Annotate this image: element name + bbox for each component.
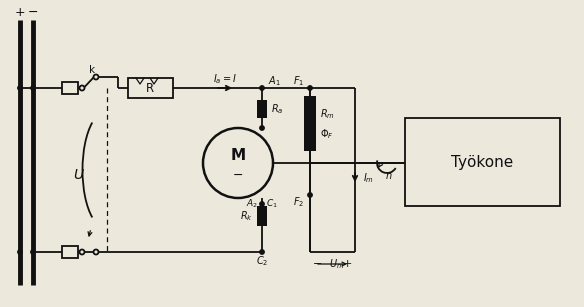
Bar <box>62 246 78 258</box>
Circle shape <box>260 86 264 90</box>
Text: Työkone: Työkone <box>451 154 513 169</box>
Circle shape <box>31 86 35 90</box>
Text: $R_k$: $R_k$ <box>240 209 253 223</box>
Bar <box>405 118 560 206</box>
Text: k: k <box>89 65 95 75</box>
Circle shape <box>260 250 264 254</box>
Text: +: + <box>15 6 25 18</box>
Text: R: R <box>146 81 154 95</box>
Circle shape <box>260 126 264 130</box>
Text: $R_a$: $R_a$ <box>271 102 283 116</box>
Bar <box>128 78 173 98</box>
Text: E: E <box>240 151 248 165</box>
Bar <box>62 82 78 94</box>
Text: U: U <box>73 168 83 182</box>
Text: −: − <box>313 259 323 269</box>
Text: $F_1$: $F_1$ <box>293 74 304 88</box>
Text: −: − <box>233 169 244 181</box>
Circle shape <box>18 250 22 254</box>
Circle shape <box>308 193 312 197</box>
Bar <box>257 206 267 226</box>
Text: $I_m$: $I_m$ <box>363 171 374 185</box>
Text: $\Phi_F$: $\Phi_F$ <box>320 127 333 141</box>
Text: $C_1$: $C_1$ <box>266 198 278 210</box>
Text: $I_a=I$: $I_a=I$ <box>213 72 237 86</box>
Circle shape <box>79 250 85 255</box>
Text: $C_2$: $C_2$ <box>256 254 268 268</box>
Text: $A_1$: $A_1$ <box>268 74 281 88</box>
Text: M: M <box>231 147 245 162</box>
Circle shape <box>18 86 22 90</box>
Text: $F_2$: $F_2$ <box>293 195 304 209</box>
Text: +: + <box>342 259 352 269</box>
Circle shape <box>93 75 99 80</box>
Bar <box>304 96 316 151</box>
Text: −: − <box>28 6 38 18</box>
Text: $R_m$: $R_m$ <box>320 107 335 121</box>
Text: $U_m$: $U_m$ <box>329 257 345 271</box>
Circle shape <box>308 86 312 90</box>
Circle shape <box>260 202 264 206</box>
Circle shape <box>203 128 273 198</box>
Circle shape <box>79 86 85 91</box>
Text: $n$: $n$ <box>385 171 393 181</box>
Bar <box>257 100 267 118</box>
Circle shape <box>31 250 35 254</box>
Circle shape <box>93 250 99 255</box>
Text: $A_2$: $A_2$ <box>246 198 258 210</box>
